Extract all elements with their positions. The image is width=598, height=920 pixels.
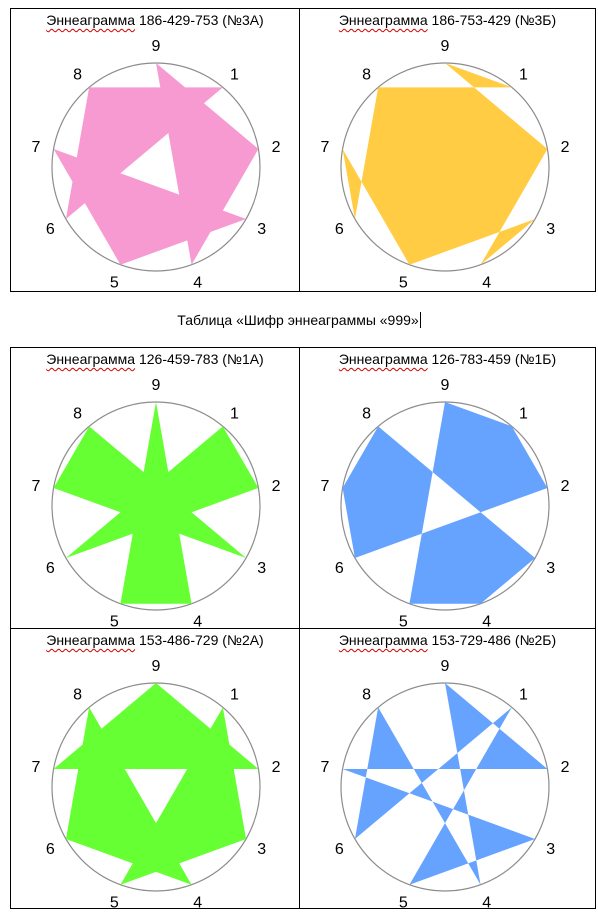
polygon-shape [342, 402, 548, 604]
point-label-5: 5 [399, 895, 408, 912]
point-label-1: 1 [519, 406, 528, 423]
point-label-9: 9 [441, 38, 450, 55]
enneagram-diagram: 1 2 3 4 5 6 7 8 9 [320, 377, 570, 631]
point-label-7: 7 [320, 759, 329, 776]
point-label-8: 8 [73, 67, 82, 84]
point-label-2: 2 [561, 478, 570, 495]
point-label-4: 4 [193, 275, 202, 292]
point-label-5: 5 [110, 895, 119, 912]
point-label-7: 7 [320, 139, 329, 156]
point-label-3: 3 [257, 841, 266, 858]
table-caption: Таблица «Шифр эннеаграммы «999» [177, 312, 421, 328]
point-label-6: 6 [46, 221, 55, 238]
point-label-6: 6 [335, 560, 344, 577]
point-label-4: 4 [193, 895, 202, 912]
point-label-5: 5 [399, 275, 408, 292]
point-label-2: 2 [561, 139, 570, 156]
point-label-9: 9 [152, 658, 161, 675]
point-label-5: 5 [399, 614, 408, 631]
point-label-8: 8 [362, 406, 371, 423]
enneagram-diagram: 1 2 3 4 5 6 7 8 9 [320, 658, 570, 912]
point-label-8: 8 [362, 687, 371, 704]
point-label-6: 6 [46, 560, 55, 577]
diagram-title: Эннеаграмма 186-429-753 (№3А) [46, 12, 264, 28]
point-label-3: 3 [257, 560, 266, 577]
point-label-8: 8 [73, 406, 82, 423]
triangle-shape [53, 683, 259, 769]
point-label-3: 3 [546, 841, 555, 858]
point-label-1: 1 [230, 406, 239, 423]
enneagram-diagram: 1 2 3 4 5 6 7 8 9 [320, 38, 570, 292]
triangle-shape [53, 148, 247, 265]
point-label-3: 3 [257, 221, 266, 238]
point-label-3: 3 [546, 221, 555, 238]
point-label-1: 1 [230, 687, 239, 704]
point-label-6: 6 [335, 841, 344, 858]
point-label-8: 8 [362, 67, 371, 84]
point-label-4: 4 [482, 275, 491, 292]
triangle-shape [156, 63, 259, 265]
diagram-cell-3a: Эннеаграмма 186-429-753 (№3А) 1 2 3 4 5 6 7 8 9 [10, 8, 300, 292]
point-label-4: 4 [193, 614, 202, 631]
point-label-2: 2 [272, 478, 281, 495]
point-label-4: 4 [482, 895, 491, 912]
point-label-9: 9 [441, 658, 450, 675]
polygon-shape [342, 683, 548, 885]
diagram-cell-3b: Эннеаграмма 186-753-429 (№3Б) 1 2 3 4 5 6 7 8 9 [299, 8, 596, 292]
diagram-title: Эннеаграмма 126-783-459 (№1Б) [338, 351, 557, 367]
diagram-cell-1a: Эннеаграмма 126-459-783 (№1А) 1 2 3 4 5 6 7 8 9 [10, 347, 300, 631]
point-label-7: 7 [31, 139, 40, 156]
point-label-1: 1 [519, 687, 528, 704]
point-label-3: 3 [546, 560, 555, 577]
enneagram-diagram: 1 2 3 4 5 6 7 8 9 [31, 377, 281, 631]
point-label-8: 8 [73, 687, 82, 704]
point-label-7: 7 [31, 759, 40, 776]
diagram-title: Эннеаграмма 126-459-783 (№1А) [46, 351, 264, 367]
point-label-9: 9 [152, 38, 161, 55]
point-label-1: 1 [519, 67, 528, 84]
triangle-shape [53, 426, 247, 558]
point-label-2: 2 [561, 759, 570, 776]
point-label-5: 5 [110, 275, 119, 292]
point-label-6: 6 [46, 841, 55, 858]
point-label-2: 2 [272, 759, 281, 776]
diagram-cell-2a: Эннеаграмма 153-486-729 (№2А) 1 2 3 4 5 6 7 8 9 [10, 628, 300, 912]
point-label-1: 1 [230, 67, 239, 84]
point-label-6: 6 [335, 221, 344, 238]
point-label-7: 7 [320, 478, 329, 495]
diagram-cell-2b: Эннеаграмма 153-729-486 (№2Б) 1 2 3 4 5 6 7 8 9 [299, 628, 596, 912]
point-label-5: 5 [110, 614, 119, 631]
enneagram-diagram: 1 2 3 4 5 6 7 8 9 [31, 658, 281, 912]
diagram-title: Эннеаграмма 153-729-486 (№2Б) [338, 632, 557, 648]
point-label-2: 2 [272, 139, 281, 156]
diagram-cell-1b: Эннеаграмма 126-783-459 (№1Б) 1 2 3 4 5 6 7 8 9 [299, 347, 596, 631]
point-label-7: 7 [31, 478, 40, 495]
enneagram-diagram: 1 2 3 4 5 6 7 8 9 [31, 38, 281, 292]
point-label-9: 9 [152, 377, 161, 394]
point-label-4: 4 [482, 614, 491, 631]
polygon-shape [342, 63, 548, 265]
point-label-9: 9 [441, 377, 450, 394]
diagram-title: Эннеаграмма 186-753-429 (№3Б) [338, 12, 557, 28]
diagram-title: Эннеаграмма 153-486-729 (№2А) [46, 632, 264, 648]
